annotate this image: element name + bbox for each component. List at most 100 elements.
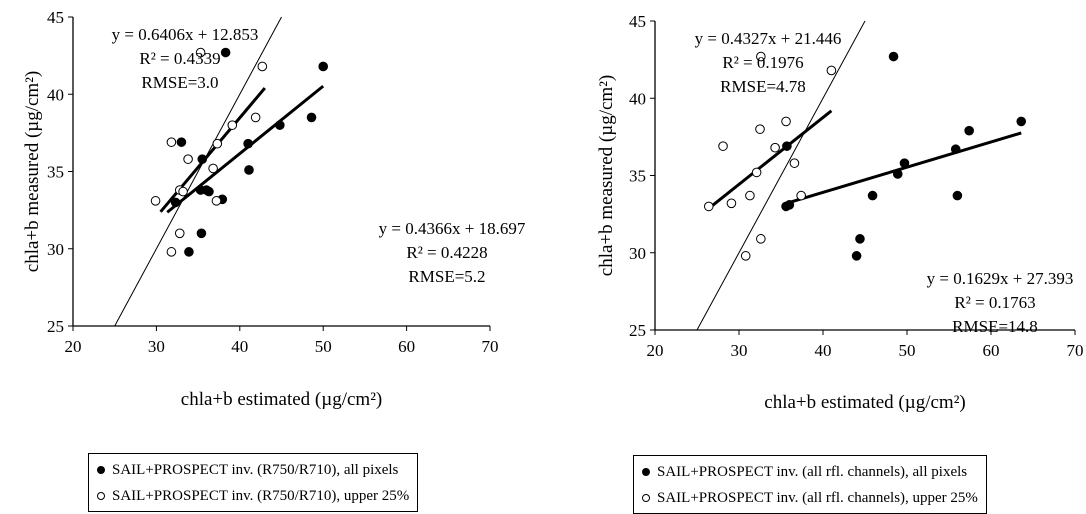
data-point-filled [306,112,317,123]
data-point-filled [892,169,903,179]
data-point-filled [855,234,865,244]
legend-entry-all-pixels: SAIL+PROSPECT inv. (R750/R710), all pixe… [97,457,409,483]
data-point-open [227,120,238,130]
data-point-open [211,196,222,206]
legend-entry-upper-25: SAIL+PROSPECT inv. (all rfl. channels), … [642,485,978,511]
x-axis-label: chla+b estimated (µg/cm²) [181,389,382,410]
legend-entry-all-pixels: SAIL+PROSPECT inv. (all rfl. channels), … [642,459,978,485]
data-point-open [150,196,161,206]
data-point-open [826,65,837,76]
x-tick-label: 20 [647,341,664,360]
data-point-filled [952,190,963,201]
x-axis-label: chla+b estimated (µg/cm²) [764,392,965,413]
regression-line [707,109,833,210]
data-point-open [212,138,223,149]
data-point-filled [184,247,194,257]
regression-line [784,131,1022,206]
data-point-open [751,167,762,178]
data-point-open [789,158,800,168]
legend-left: SAIL+PROSPECT inv. (R750/R710), all pixe… [88,453,419,512]
legend-label: SAIL+PROSPECT inv. (R750/R710), upper 25… [112,488,410,504]
open-circle-icon [642,494,650,502]
fit-annotation: RMSE=5.2 [408,267,485,286]
chart-left: 20 30 40 50 60 70 25 30 35 40 45 chla+b estimated (… [22,8,526,410]
filled-circle-icon [642,468,650,476]
data-point-open [703,201,714,212]
open-circle-icon [97,492,105,500]
data-point-filled [275,120,285,130]
y-tick-label: 25 [47,317,64,336]
data-point-filled [964,125,974,136]
data-point-open [208,163,218,174]
data-point-filled [244,165,254,175]
fit-annotation: RMSE=3.0 [141,73,218,92]
x-tick-label: 50 [899,341,916,360]
data-point-open [250,112,261,123]
y-axis-label: chla+b measured (µg/cm²) [22,71,43,272]
y-axis-label: chla+b measured (µg/cm²) [596,75,617,276]
x-tick-label: 30 [731,341,748,360]
data-point-open [781,116,791,127]
fit-annotation: y = 0.4366x + 18.697 [379,219,526,238]
y-tick-label: 35 [629,167,646,186]
data-point-filled [170,197,181,208]
fit-annotation: R² = 0.1763 [954,293,1035,312]
legend-entry-upper-25: SAIL+PROSPECT inv. (R750/R710), upper 25… [97,483,409,509]
legend-label: SAIL+PROSPECT inv. (all rfl. channels), … [657,464,968,480]
y-tick-label: 25 [629,321,646,340]
data-point-filled [867,190,878,201]
x-tick-label: 40 [231,337,248,356]
y-tick-label: 40 [629,89,646,108]
x-tick-label: 30 [148,337,165,356]
data-point-filled [220,47,231,58]
data-point-filled [318,61,329,72]
y-tick-label: 40 [47,85,64,104]
data-point-open [755,124,765,134]
data-point-open [183,154,193,164]
data-point-open [195,47,206,58]
charts-canvas: 20 30 40 50 60 70 25 30 35 40 45 chla+b estimated (… [22,8,1084,413]
fit-annotation: y = 0.6406x + 12.853 [112,25,259,44]
data-point-open [770,142,780,153]
legend-label: SAIL+PROSPECT inv. (R750/R710), all pixe… [112,462,399,478]
x-tick-label: 70 [1067,341,1084,360]
data-point-open [796,190,806,201]
y-tick-label: 30 [47,240,64,259]
data-point-filled [1016,116,1027,127]
data-point-filled [950,144,961,155]
data-point-filled [851,251,862,261]
fit-annotation: R² = 0.1976 [722,53,803,72]
data-point-open [756,234,766,244]
data-point-filled [784,200,795,210]
x-tick-label: 70 [482,337,499,356]
x-tick-label: 60 [983,341,1000,360]
data-point-open [740,251,751,261]
y-tick-label: 35 [47,163,64,182]
data-point-open [166,137,177,147]
one-to-one-line [696,20,866,331]
x-tick-label: 50 [315,337,332,356]
y-tick-label: 30 [629,244,646,263]
x-tick-label: 60 [398,337,415,356]
legend-label: SAIL+PROSPECT inv. (all rfl. channels), … [657,490,978,506]
fit-annotation: RMSE=14.8 [952,317,1038,336]
y-tick-label: 45 [629,12,646,31]
fit-annotation: y = 0.4327x + 21.446 [695,29,842,48]
fit-annotation: R² = 0.4339 [139,49,220,68]
fit-annotation: RMSE=4.78 [720,77,806,96]
one-to-one-line [114,16,282,327]
data-point-filled [204,186,214,197]
data-point-open [178,186,188,197]
x-tick-label: 20 [65,337,82,356]
filled-circle-icon [97,466,105,474]
data-point-open [726,198,737,209]
data-point-open [718,141,728,151]
data-point-open [745,190,755,201]
data-point-open [756,51,766,62]
data-point-filled [196,228,207,239]
x-tick-label: 40 [815,341,832,360]
data-point-filled [888,51,899,62]
data-point-filled [176,137,187,147]
data-point-filled [243,138,253,149]
data-point-open [257,61,268,72]
